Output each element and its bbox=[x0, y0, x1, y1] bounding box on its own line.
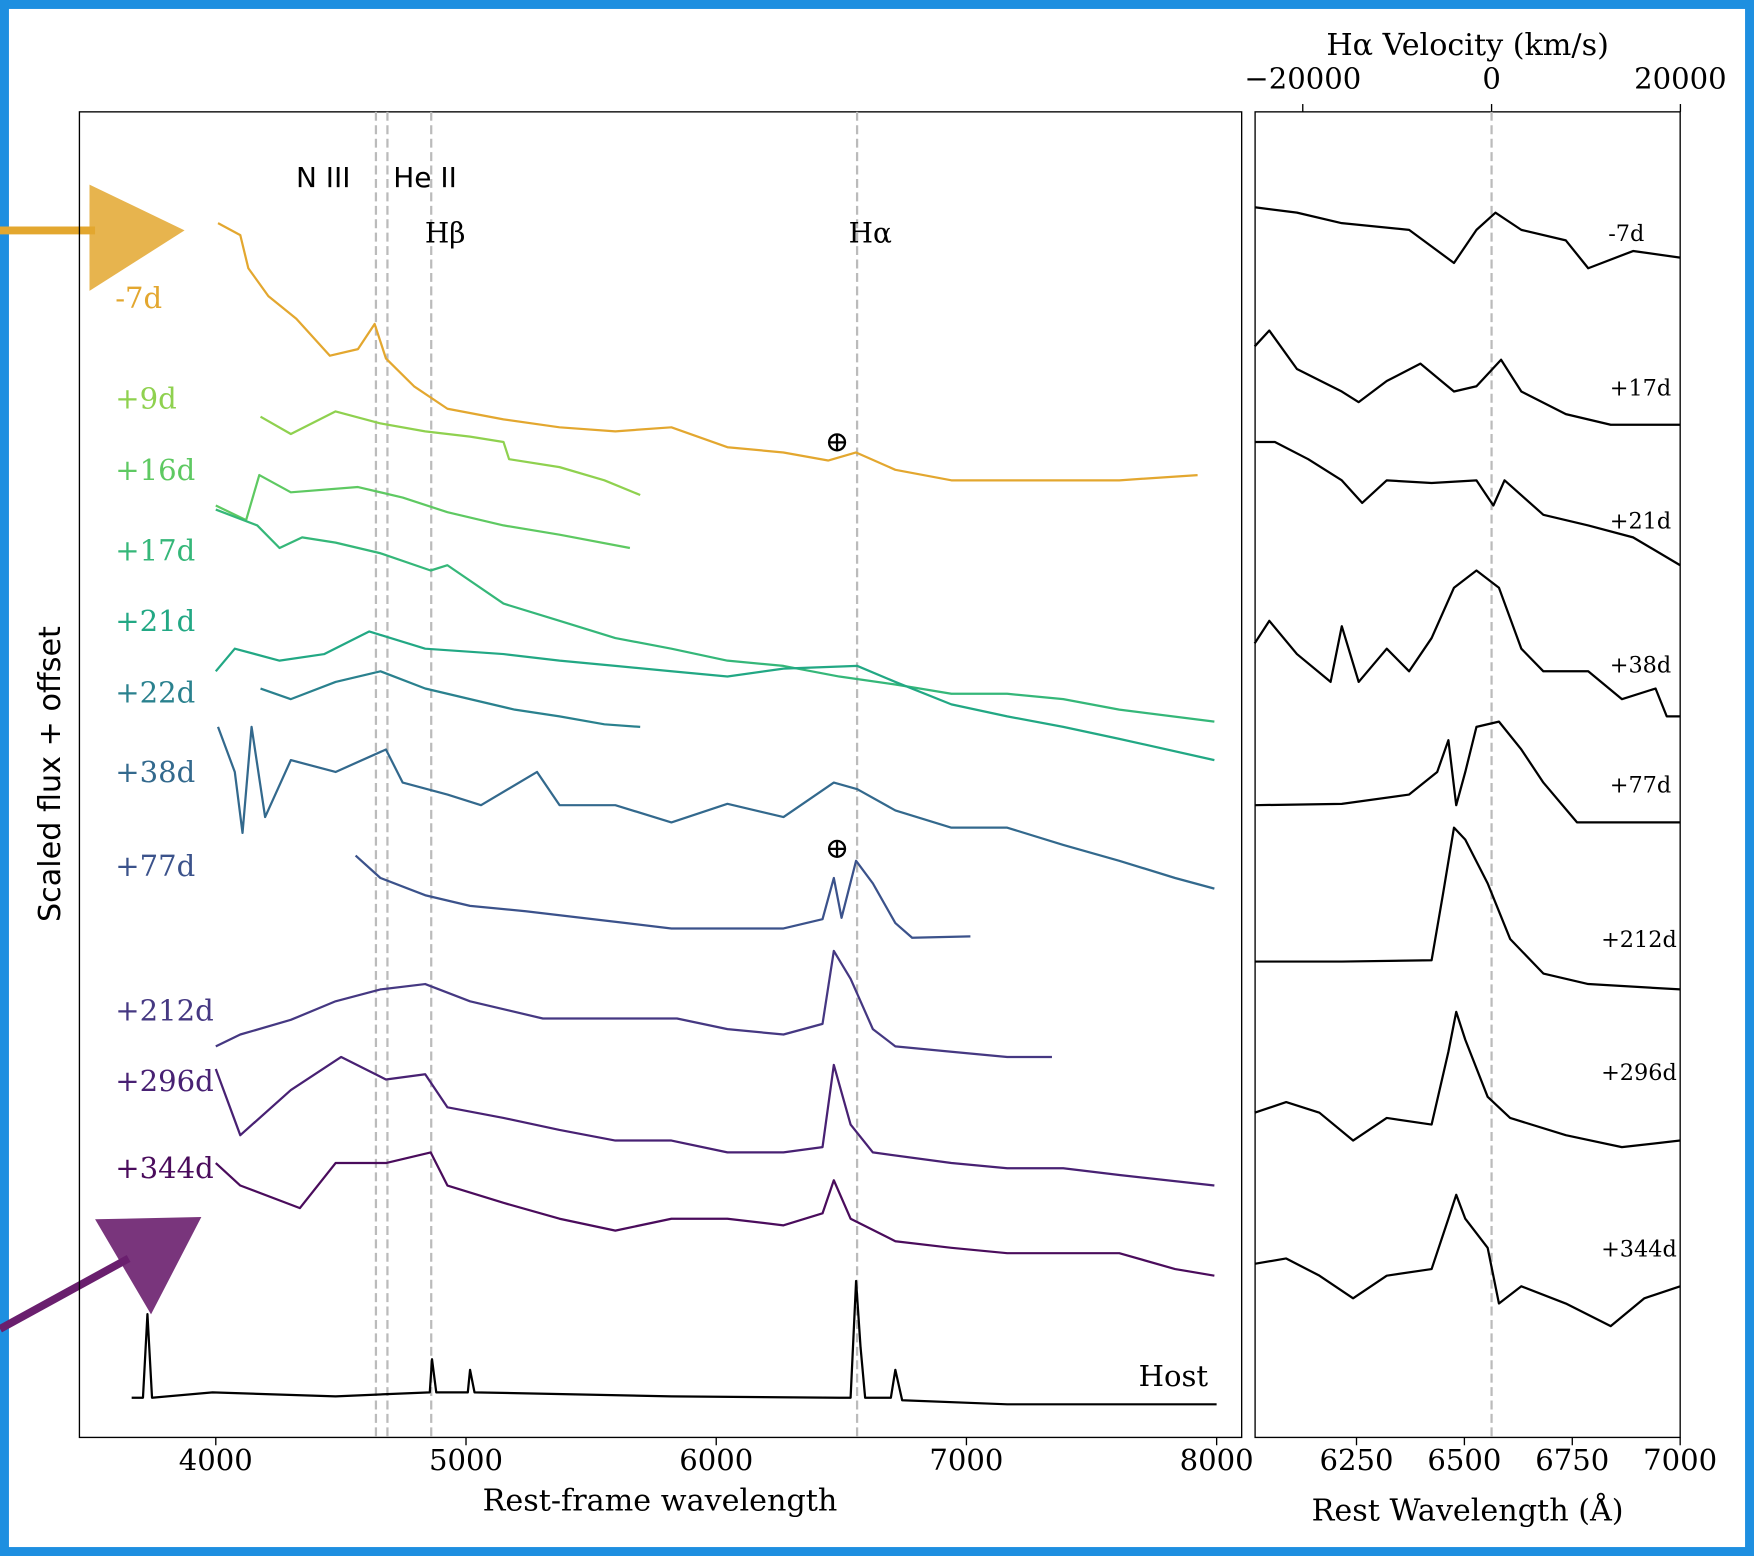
top-tick-label: 0 bbox=[1482, 62, 1501, 96]
spectrum bbox=[1253, 569, 1681, 718]
spectrum bbox=[1254, 1010, 1681, 1149]
series-label: +296d bbox=[115, 1064, 213, 1098]
series-label: +296d bbox=[1601, 1060, 1677, 1086]
x-tick-label: 8000 bbox=[1180, 1443, 1254, 1477]
telluric-marker: ⊕ bbox=[825, 831, 849, 865]
series-label: +77d bbox=[1610, 772, 1672, 798]
spectrum bbox=[217, 222, 1198, 482]
spectrum bbox=[214, 1055, 1215, 1187]
spectrum bbox=[1254, 206, 1681, 270]
series-label: +9d bbox=[115, 381, 176, 415]
spectrum bbox=[215, 508, 1215, 723]
top-tick-label: 20000 bbox=[1634, 62, 1727, 96]
x-tick-label: 5000 bbox=[429, 1443, 503, 1477]
x-tick-label: 6000 bbox=[679, 1443, 753, 1477]
x-tick-label: 7000 bbox=[1643, 1443, 1717, 1477]
spectrum bbox=[259, 410, 641, 497]
series-label: +344d bbox=[115, 1151, 213, 1185]
series-label: +17d bbox=[1610, 375, 1672, 401]
y-axis-label: Scaled flux + offset bbox=[33, 626, 68, 922]
series-label: +38d bbox=[1610, 653, 1672, 679]
x-tick-label: 6500 bbox=[1427, 1443, 1501, 1477]
spectrum bbox=[1253, 329, 1681, 426]
spectrum bbox=[1254, 720, 1681, 824]
spectrum bbox=[215, 473, 631, 550]
telluric-marker: ⊕ bbox=[825, 424, 849, 458]
series-label: -7d bbox=[115, 281, 162, 315]
spectrum bbox=[1254, 440, 1681, 567]
series-label: +212d bbox=[1601, 927, 1677, 953]
spectrum bbox=[1254, 826, 1681, 991]
x-tick-label: 7000 bbox=[929, 1443, 1003, 1477]
series-label: -7d bbox=[1608, 221, 1644, 247]
x-tick-label: 6250 bbox=[1319, 1443, 1393, 1477]
series-label: +16d bbox=[115, 453, 195, 487]
line-label: N III bbox=[296, 161, 351, 194]
spectrum bbox=[354, 854, 971, 939]
line-label: Hα bbox=[849, 216, 892, 249]
top-axis-label: Hα Velocity (km/s) bbox=[1326, 28, 1609, 63]
right-frame bbox=[1254, 111, 1681, 1439]
series-label: Host bbox=[1139, 1359, 1209, 1393]
spectrum bbox=[131, 1279, 1217, 1406]
x-axis-label: Rest-frame wavelength bbox=[483, 1483, 838, 1518]
series-label: +344d bbox=[1601, 1237, 1677, 1263]
series-label: +21d bbox=[1610, 508, 1672, 534]
series-label: +22d bbox=[115, 676, 195, 710]
left-frame bbox=[78, 111, 1243, 1439]
spectrum bbox=[260, 670, 641, 728]
series-label: +17d bbox=[115, 534, 195, 568]
spectrum bbox=[215, 1151, 1215, 1277]
line-label: Hβ bbox=[425, 216, 466, 249]
spectrum bbox=[215, 949, 1052, 1059]
series-label: +21d bbox=[115, 604, 195, 638]
x-tick-label: 6750 bbox=[1535, 1443, 1609, 1477]
line-label: He II bbox=[393, 161, 457, 194]
series-label: +77d bbox=[115, 849, 195, 883]
series-label: +212d bbox=[115, 993, 213, 1027]
spectrum bbox=[1254, 1193, 1681, 1328]
series-label: +38d bbox=[115, 755, 195, 789]
spectrum bbox=[214, 630, 1215, 762]
x-axis-label: Rest Wavelength (Å) bbox=[1312, 1492, 1624, 1528]
spectrum bbox=[216, 725, 1215, 890]
top-tick-label: −20000 bbox=[1244, 62, 1361, 96]
purple-arrow bbox=[0, 1217, 202, 1333]
x-tick-label: 4000 bbox=[179, 1443, 253, 1477]
